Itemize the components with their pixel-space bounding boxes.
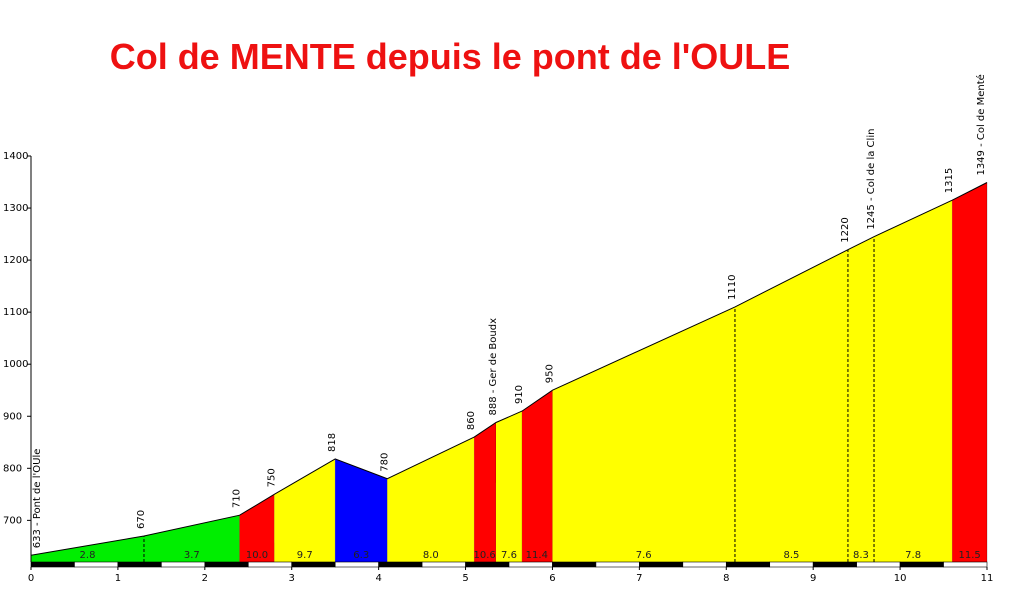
x-scale-bar xyxy=(812,561,857,568)
y-tick-label: 1200 xyxy=(3,255,28,266)
point-label: 950 xyxy=(544,364,555,383)
point-label: 670 xyxy=(136,510,147,529)
point-label: 1245 - Col de la Clin xyxy=(866,129,877,230)
x-scale-bar xyxy=(769,561,814,568)
x-scale-bar xyxy=(552,561,597,568)
gradient-label: 10.6 xyxy=(474,550,496,561)
x-scale-bar xyxy=(639,561,684,568)
x-scale-bar xyxy=(856,561,901,568)
point-label: 750 xyxy=(266,468,277,487)
x-axis: 0 1 2 3 4 5 6 7 8 9 10 11 xyxy=(28,561,994,584)
x-scale-bar xyxy=(291,561,336,568)
x-tick-label: 8 xyxy=(723,573,729,584)
profile-segment-2 xyxy=(274,458,336,562)
profile-segment-7 xyxy=(522,390,553,562)
x-scale-bar xyxy=(74,561,119,568)
profile-outline xyxy=(30,182,988,556)
x-tick-label: 7 xyxy=(636,573,642,584)
page-title: Col de MENTE depuis le pont de l'OULE xyxy=(109,36,791,77)
y-tick-label: 700 xyxy=(3,515,22,526)
y-axis: 700 800 900 1000 1100 1200 1300 1400 xyxy=(3,151,32,562)
x-tick-label: 3 xyxy=(289,573,295,584)
gradient-label: 7.6 xyxy=(636,550,652,561)
gradient-label: 9.7 xyxy=(297,550,313,561)
y-tick-label: 900 xyxy=(3,411,22,422)
x-tick-label: 1 xyxy=(115,573,121,584)
point-label: 860 xyxy=(466,411,477,430)
x-scale-bar xyxy=(161,561,206,568)
x-scale-bar xyxy=(421,561,466,568)
y-tick-label: 1400 xyxy=(3,151,28,162)
x-scale-bar xyxy=(508,561,553,568)
gradient-label: 8.3 xyxy=(853,550,869,561)
gradient-label: 11.4 xyxy=(526,550,548,561)
x-scale-bar xyxy=(247,561,293,568)
x-tick-label: 2 xyxy=(202,573,208,584)
x-scale-bar xyxy=(943,561,988,568)
gradient-label: 8.0 xyxy=(423,550,439,561)
x-scale-bar xyxy=(465,561,510,568)
profile-segment-9 xyxy=(952,182,987,562)
x-scale-bar xyxy=(725,561,771,568)
gradient-label: 8.5 xyxy=(784,550,800,561)
x-scale-bar xyxy=(682,561,727,568)
point-labels: 633 - Pont de l'OUle 670 710 750 818 780 860 88… xyxy=(32,74,987,548)
profile-segment-5 xyxy=(474,422,496,562)
x-tick-label: 5 xyxy=(462,573,468,584)
profile-segment-3 xyxy=(335,458,388,562)
x-tick-label: 10 xyxy=(894,573,907,584)
profile-segment-1 xyxy=(239,494,275,562)
x-tick-label: 9 xyxy=(810,573,816,584)
segment-breaks xyxy=(143,236,875,562)
point-label: 710 xyxy=(232,489,243,508)
x-tick-label: 6 xyxy=(549,573,555,584)
x-scale-bar xyxy=(334,561,379,568)
y-tick-label: 1100 xyxy=(3,307,28,318)
gradient-label: 7.6 xyxy=(501,550,517,561)
profile-segment-6 xyxy=(495,411,523,562)
x-tick-label: 4 xyxy=(375,573,381,584)
x-scale-bar xyxy=(595,561,640,568)
point-label: 1110 xyxy=(727,274,738,299)
point-label: 1349 - Col de Menté xyxy=(975,74,987,175)
y-tick-label: 800 xyxy=(3,463,22,474)
point-label: 633 - Pont de l'OUle xyxy=(32,449,43,549)
gradient-label: 7.8 xyxy=(905,550,921,561)
point-label: 910 xyxy=(514,385,525,404)
x-tick-label: 11 xyxy=(981,573,994,584)
x-scale-bar xyxy=(117,561,162,568)
x-scale-bar xyxy=(204,561,249,568)
profile-segment-8 xyxy=(552,200,953,562)
y-tick-label: 1300 xyxy=(3,203,28,214)
point-label: 1220 xyxy=(840,217,851,242)
point-label: 818 xyxy=(327,433,338,452)
gradient-label: 6.3 xyxy=(353,550,369,561)
point-label: 888 - Ger de Boudx xyxy=(488,318,499,416)
profile-segment-4 xyxy=(387,437,475,562)
y-tick-label: 1000 xyxy=(3,359,28,370)
gradient-label: 2.8 xyxy=(80,550,96,561)
x-scale-bar xyxy=(30,561,75,568)
gradient-label: 3.7 xyxy=(184,550,200,561)
point-label: 1315 xyxy=(944,168,955,193)
gradient-label: 11.5 xyxy=(958,550,980,561)
x-scale-bar xyxy=(378,561,423,568)
gradient-labels: 2.8 3.7 10.0 9.7 6.3 8.0 10.6 7.6 11.4 7.6 8.5 8.3 7… xyxy=(80,550,981,561)
x-scale-bar xyxy=(899,561,944,568)
x-tick-label: 0 xyxy=(28,573,34,584)
gradient-label: 10.0 xyxy=(246,550,268,561)
point-label: 780 xyxy=(379,453,390,472)
